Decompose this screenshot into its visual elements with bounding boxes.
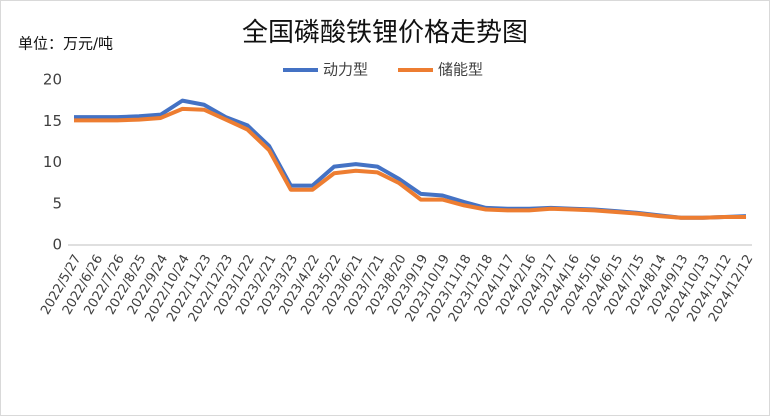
- y-tick-label: 0: [52, 236, 62, 254]
- legend-label: 动力型: [323, 61, 368, 79]
- chart-title: 全国磷酸铁锂价格走势图: [242, 18, 528, 48]
- legend-label: 储能型: [438, 61, 483, 79]
- y-axis-label: 单位：万元/吨: [18, 35, 113, 53]
- y-tick-label: 5: [52, 194, 62, 212]
- y-tick-label: 15: [43, 112, 62, 130]
- line-series: [74, 106, 746, 220]
- y-tick-label: 20: [43, 71, 62, 89]
- y-tick-label: 10: [43, 153, 62, 171]
